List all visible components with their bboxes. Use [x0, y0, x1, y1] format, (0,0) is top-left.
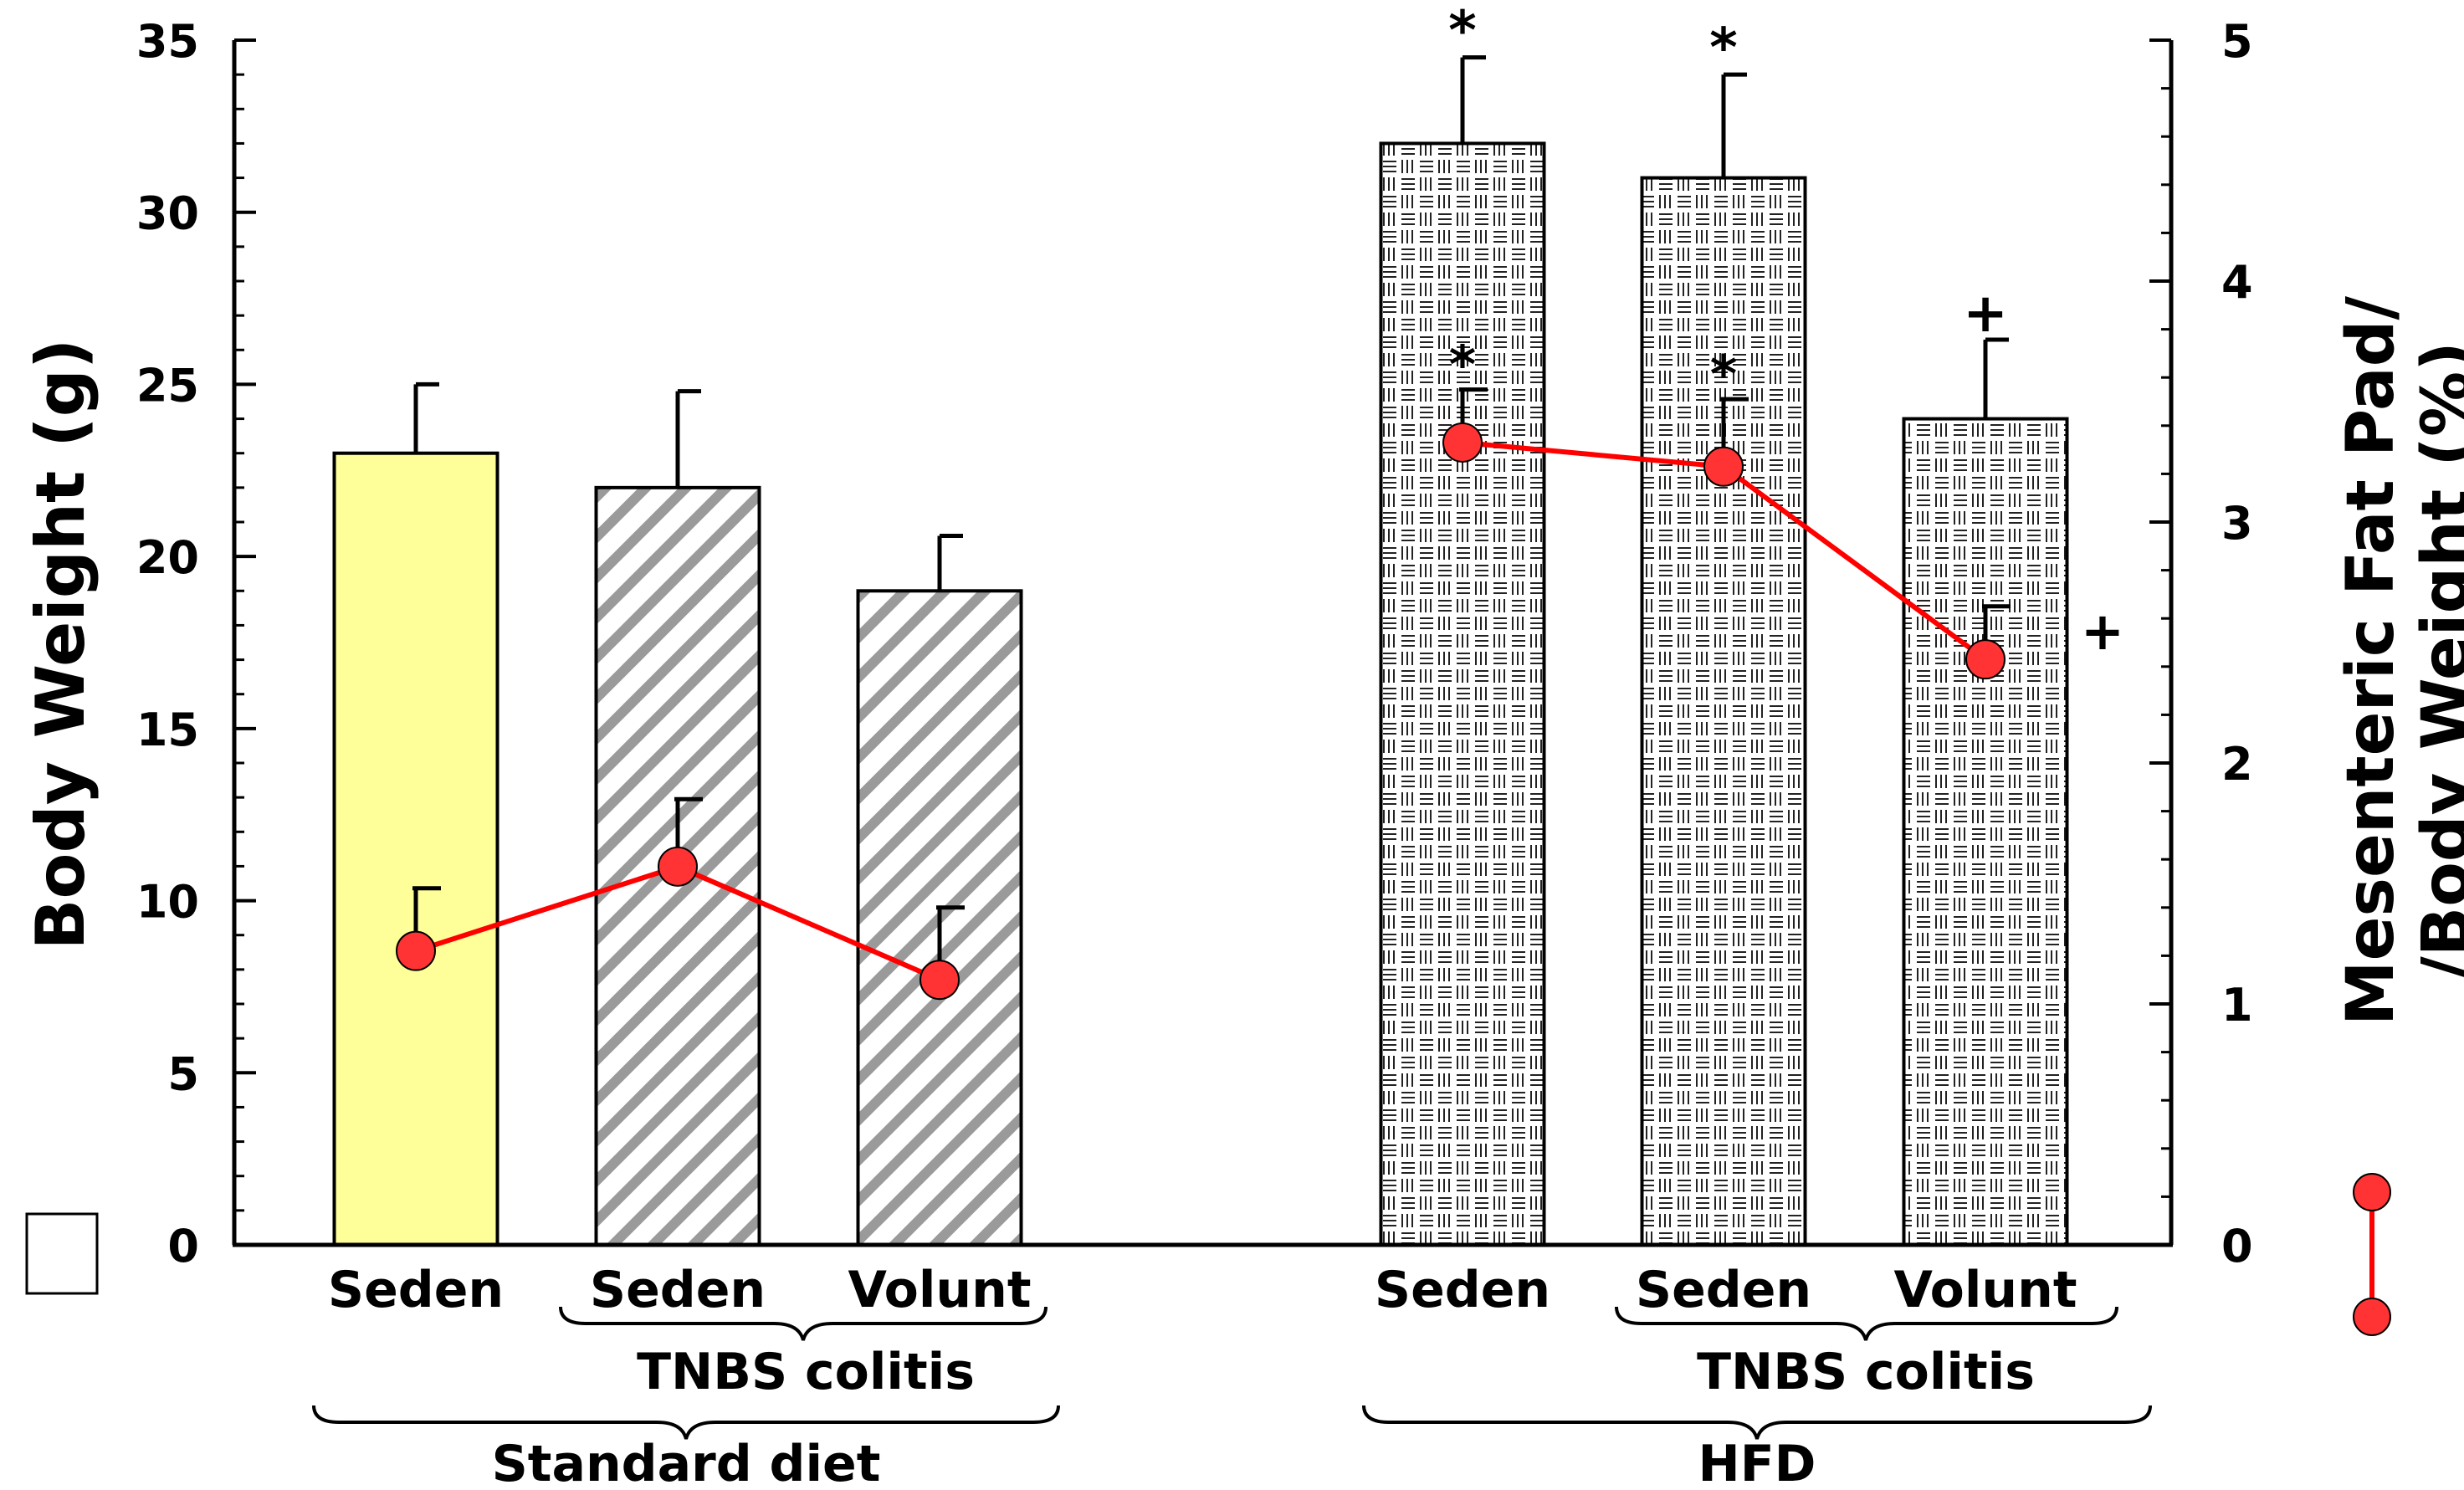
brace-standard-diet — [312, 1405, 1060, 1440]
group-label-hfd: HFD — [1698, 1435, 1816, 1490]
line-series: * * + — [396, 335, 2124, 1001]
left-tick-label: 35 — [136, 15, 199, 68]
point-significance-mark: * — [1710, 344, 1737, 405]
data-point — [396, 930, 436, 971]
left-tick-label: 15 — [136, 704, 199, 756]
left-tick-label: 25 — [136, 359, 199, 412]
data-point — [1703, 446, 1744, 487]
data-point — [1442, 422, 1483, 463]
left-tick-label: 5 — [167, 1047, 199, 1100]
left-tick-label: 30 — [136, 187, 199, 240]
category-label: Seden — [1375, 1261, 1550, 1319]
bar-error-bars: * * + — [413, 1, 2009, 591]
group-label-tnbs-left: TNBS colitis — [637, 1343, 975, 1401]
group-label-standard-diet: Standard diet — [492, 1435, 881, 1490]
category-label: Seden — [1636, 1261, 1811, 1319]
left-tick-label: 10 — [136, 876, 199, 929]
brace-tnbs-right — [1615, 1306, 2118, 1341]
category-label: Seden — [590, 1261, 766, 1319]
right-tick-label: 3 — [2221, 497, 2253, 550]
category-label: Volunt — [1893, 1261, 2077, 1319]
bar-significance-mark: * — [1448, 1, 1476, 63]
bar — [1902, 417, 2069, 1247]
left-tick-label: 0 — [167, 1220, 199, 1272]
bar — [1379, 141, 1546, 1247]
category-label: Volunt — [848, 1261, 1031, 1319]
bar — [1640, 176, 1807, 1247]
data-point — [658, 846, 698, 887]
bar — [332, 451, 499, 1247]
right-axis-title-line2: /Body Weight (%) — [2409, 341, 2464, 981]
point-significance-mark: * — [1449, 335, 1476, 396]
brace-tnbs-left — [559, 1306, 1048, 1341]
group-label-tnbs-right: TNBS colitis — [1697, 1343, 2035, 1401]
bar-significance-mark: * — [1709, 18, 1737, 79]
bar-significance-mark: + — [1963, 283, 2008, 345]
data-point — [920, 960, 960, 1001]
right-tick-label: 0 — [2221, 1220, 2253, 1272]
bars — [332, 141, 2069, 1247]
right-tick-label: 1 — [2221, 979, 2253, 1032]
left-tick-label: 20 — [136, 531, 199, 584]
category-label: Seden — [328, 1261, 504, 1319]
brace-hfd — [1362, 1405, 2152, 1440]
legend-line-marker — [2353, 1173, 2391, 1336]
right-axis-title-line1: Mesenteric Fat Pad/ — [2333, 296, 2409, 1026]
legend-bar-swatch — [25, 1212, 99, 1295]
right-tick-label: 2 — [2221, 738, 2253, 791]
category-labels: Seden Seden Volunt Seden Seden Volunt — [328, 1261, 2077, 1319]
right-tick-label: 5 — [2221, 15, 2253, 68]
left-axis-title: Body Weight (g) — [22, 339, 100, 950]
minor-ticks — [234, 73, 2171, 1212]
right-tick-label: 4 — [2221, 256, 2253, 309]
left-axis-ticks: 0 5 10 15 20 25 30 35 — [136, 15, 256, 1272]
point-significance-mark: + — [2081, 601, 2124, 662]
right-axis-ticks: 0 1 2 3 4 5 — [2149, 15, 2253, 1272]
data-point — [1965, 639, 2006, 680]
